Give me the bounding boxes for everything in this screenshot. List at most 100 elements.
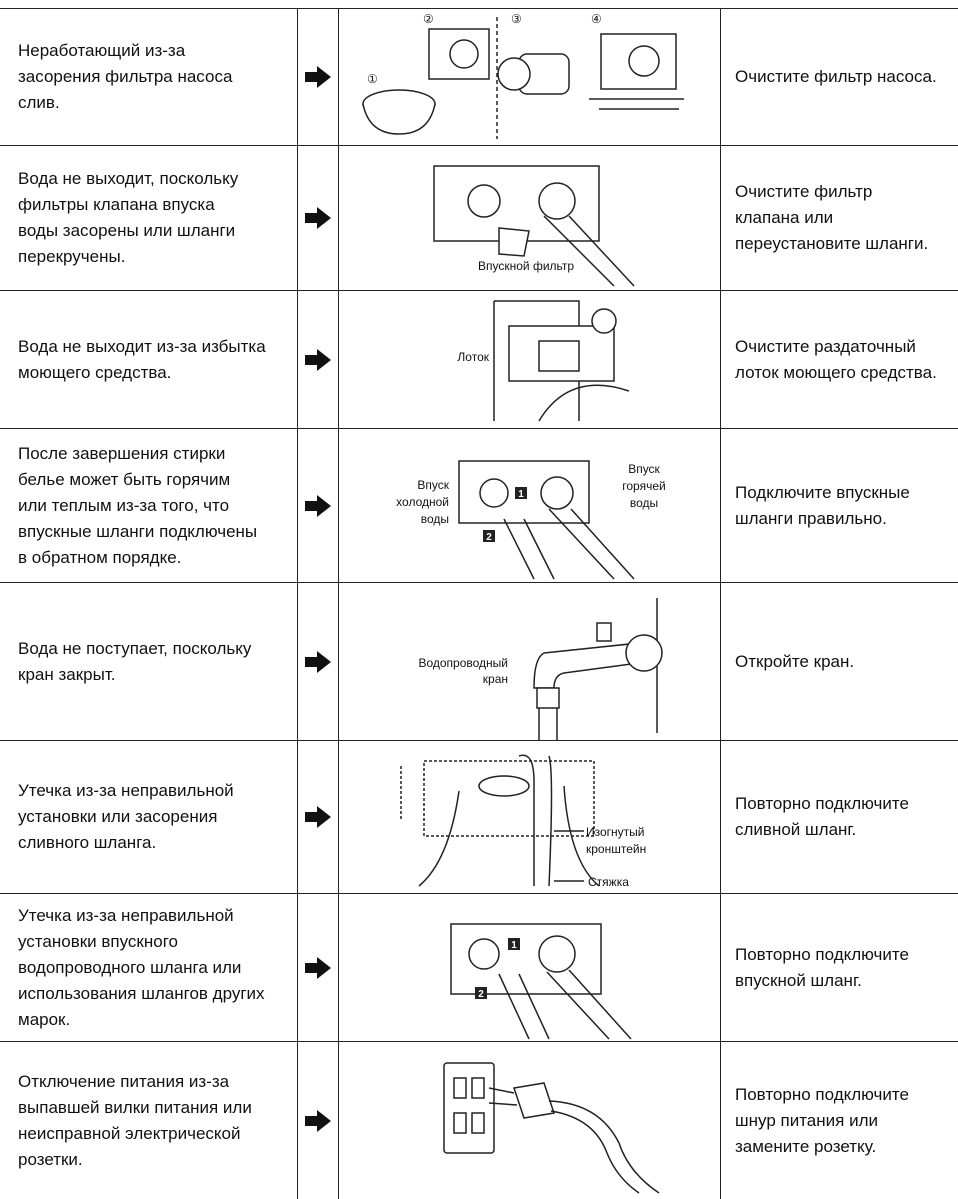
arrow-cell bbox=[297, 894, 338, 1041]
problem-line: слив. bbox=[18, 93, 60, 112]
step-number: ① bbox=[367, 72, 378, 86]
problem-line: Вода не поступает, поскольку bbox=[18, 638, 252, 658]
arrow-icon bbox=[305, 348, 331, 371]
solution-line: Повторно подключите bbox=[735, 1084, 909, 1104]
arrow-icon bbox=[305, 66, 331, 88]
solution-line: шнур питания или bbox=[735, 1110, 878, 1130]
arrow-cell bbox=[297, 146, 338, 290]
figure-label: Лоток bbox=[457, 350, 489, 364]
problem-line: использования шлангов других bbox=[18, 983, 265, 1003]
figure: Впуск холодной воды Впуск горячей воды 1… bbox=[396, 460, 666, 580]
figure-cell: 1 2 bbox=[338, 894, 720, 1041]
figure-label: кронштейн bbox=[586, 842, 646, 856]
arrow-cell bbox=[297, 1042, 338, 1199]
arrow-cell bbox=[297, 583, 338, 740]
step-number: ③ bbox=[511, 12, 522, 26]
figure-cell: Впуск холодной воды Впуск горячей воды 1… bbox=[338, 429, 720, 582]
table-row: Утечка из-за неправильной установки или з… bbox=[0, 740, 958, 893]
table-row: Отключение питания из-за выпавшей вилки п… bbox=[0, 1041, 958, 1199]
problem-cell: Неработающий из-за засорения фильтра насо… bbox=[0, 9, 297, 145]
problem-line: белье может быть горячим bbox=[18, 469, 231, 489]
step-number: ④ bbox=[591, 12, 602, 26]
table-row: Вода не поступает, поскольку кран закрыт.… bbox=[0, 582, 958, 740]
solution-line: лоток моющего средства. bbox=[735, 362, 937, 382]
problem-line: установки впускного bbox=[18, 931, 178, 951]
solution-line: Откройте кран. bbox=[735, 651, 855, 671]
badge bbox=[475, 987, 487, 999]
problem-line: фильтры клапана впуска bbox=[18, 195, 215, 214]
problem-line: марок. bbox=[18, 1009, 71, 1029]
solution-cell: Повторно подключите впускной шланг. bbox=[720, 894, 958, 1041]
problem-line: Утечка из-за неправильной bbox=[18, 781, 234, 800]
problem-cell: Утечка из-за неправильной установки впуск… bbox=[0, 894, 297, 1041]
table-row: Утечка из-за неправильной установки впуск… bbox=[0, 893, 958, 1041]
figure-label: воды bbox=[630, 496, 658, 510]
figure: ① ② ③ ④ bbox=[362, 12, 684, 139]
problem-line: После завершения стирки bbox=[18, 443, 226, 463]
badge-number: 1 bbox=[511, 940, 517, 951]
figure-cell: Впускной фильтр bbox=[338, 146, 720, 290]
figure-label: Впуск bbox=[417, 478, 449, 492]
solution-cell: Очистите фильтр насоса. bbox=[720, 9, 958, 145]
arrow-icon bbox=[305, 650, 331, 673]
solution-cell: Повторно подключите шнур питания или замен… bbox=[720, 1042, 958, 1199]
solution-line: клапана или bbox=[735, 208, 834, 227]
table-row: Неработающий из-за засорения фильтра насо… bbox=[0, 8, 958, 145]
problem-line: засорения фильтра насоса bbox=[18, 67, 233, 86]
problem-line: перекручены. bbox=[18, 247, 126, 266]
figure: Изогнутый кронштейн Стяжка bbox=[400, 754, 646, 889]
figure: Водопроводный кран bbox=[418, 598, 663, 740]
arrow-icon bbox=[305, 806, 331, 828]
problem-line: в обратном порядке. bbox=[18, 547, 182, 567]
badge-number: 1 bbox=[518, 489, 524, 500]
solution-line: Очистите фильтр bbox=[735, 182, 873, 201]
table-row: После завершения стирки белье может быть … bbox=[0, 428, 958, 582]
badge bbox=[508, 938, 520, 950]
table-row: Вода не выходит из-за избытка моющего сре… bbox=[0, 290, 958, 428]
solution-line: Повторно подключите bbox=[735, 944, 909, 964]
figure: Впускной фильтр bbox=[433, 165, 635, 287]
problem-line: моющего средства. bbox=[18, 362, 172, 382]
solution-line: замените розетку. bbox=[735, 1136, 877, 1156]
problem-line: воды засорены или шланги bbox=[18, 221, 236, 240]
problem-line: Утечка из-за неправильной bbox=[18, 905, 234, 925]
figure: 1 2 bbox=[450, 923, 632, 1040]
table-row: Вода не выходит, поскольку фильтры клапан… bbox=[0, 145, 958, 290]
problem-line: установки или засорения bbox=[18, 807, 218, 826]
arrow-icon bbox=[305, 956, 331, 979]
problem-cell: Утечка из-за неправильной установки или з… bbox=[0, 741, 297, 893]
solution-line: шланги правильно. bbox=[735, 508, 887, 528]
solution-line: переустановите шланги. bbox=[735, 234, 929, 253]
arrow-icon bbox=[305, 1109, 331, 1132]
problem-line: водопроводного шланга или bbox=[18, 957, 242, 977]
solution-cell: Очистите фильтр клапана или переустановите… bbox=[720, 146, 958, 290]
arrow-cell bbox=[297, 429, 338, 582]
badge bbox=[483, 530, 495, 542]
arrow-cell bbox=[297, 741, 338, 893]
figure-label: холодной bbox=[396, 495, 449, 509]
solution-line: Повторно подключите bbox=[735, 794, 909, 813]
figure-label: кран bbox=[483, 672, 508, 686]
problem-line: Вода не выходит, поскольку bbox=[18, 169, 239, 188]
badge-number: 2 bbox=[486, 532, 492, 543]
figure-cell: ① ② ③ ④ bbox=[338, 9, 720, 145]
problem-cell: Вода не поступает, поскольку кран закрыт. bbox=[0, 583, 297, 740]
figure-label: горячей bbox=[622, 479, 665, 493]
solution-line: Очистите раздаточный bbox=[735, 336, 916, 356]
figure-cell: Лоток bbox=[338, 291, 720, 428]
problem-cell: Вода не выходит, поскольку фильтры клапан… bbox=[0, 146, 297, 290]
problem-cell: После завершения стирки белье может быть … bbox=[0, 429, 297, 582]
figure-cell: Изогнутый кронштейн Стяжка bbox=[338, 741, 720, 893]
problem-line: Отключение питания из-за bbox=[18, 1071, 230, 1091]
problem-line: Неработающий из-за bbox=[18, 41, 186, 60]
problem-line: выпавшей вилки питания или bbox=[18, 1097, 252, 1117]
solution-cell: Повторно подключите сливной шланг. bbox=[720, 741, 958, 893]
badge bbox=[515, 487, 527, 499]
problem-line: или теплым из-за того, что bbox=[18, 495, 230, 515]
arrow-icon bbox=[305, 207, 331, 229]
problem-line: сливного шланга. bbox=[18, 833, 157, 852]
arrow-cell bbox=[297, 291, 338, 428]
problem-line: впускные шланги подключены bbox=[18, 521, 258, 541]
solution-cell: Откройте кран. bbox=[720, 583, 958, 740]
